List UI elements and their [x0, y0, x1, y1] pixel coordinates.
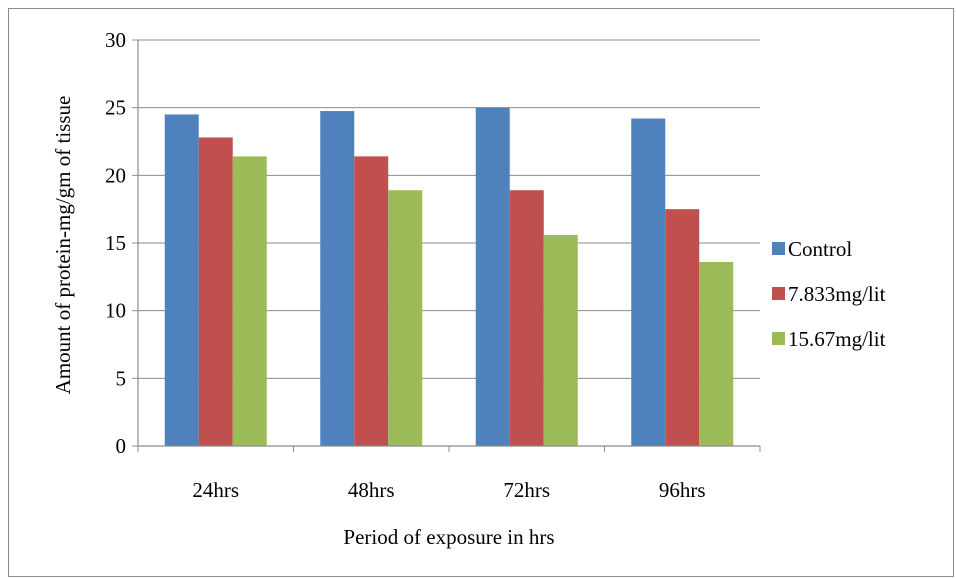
bar-control-24hrs: [164, 114, 199, 446]
bar-7-833mg-lit-96hrs: [665, 209, 700, 446]
legend: Control 7.833mg/lit 15.67mg/lit: [772, 237, 886, 351]
x-axis-ticks: 24hrs 48hrs 72hrs 96hrs: [137, 446, 761, 502]
bar-control-48hrs: [320, 111, 355, 447]
bars: [164, 107, 734, 447]
legend-label: 15.67mg/lit: [788, 327, 886, 351]
x-axis-title: Period of exposure in hrs: [343, 525, 554, 549]
y-tick-label: 5: [116, 366, 127, 390]
y-tick-label: 10: [105, 299, 126, 323]
y-tick-label: 0: [116, 434, 127, 458]
bar-control-72hrs: [475, 107, 510, 447]
bar-15-67mg-lit-24hrs: [232, 156, 267, 447]
bar-7-833mg-lit-24hrs: [198, 137, 233, 446]
legend-label: Control: [788, 237, 852, 261]
x-tick-label: 24hrs: [192, 478, 239, 502]
legend-label: 7.833mg/lit: [788, 282, 886, 306]
x-tick-label: 96hrs: [659, 478, 706, 502]
y-tick-label: 20: [105, 163, 126, 187]
bar-7-833mg-lit-48hrs: [354, 156, 389, 447]
bar-7-833mg-lit-72hrs: [509, 190, 544, 446]
legend-swatch: [772, 242, 785, 255]
y-axis-ticks: 0 5 10 15 20 25 30: [105, 28, 126, 458]
legend-swatch: [772, 332, 785, 345]
y-tick-label: 25: [105, 96, 126, 120]
bar-15-67mg-lit-96hrs: [699, 261, 734, 446]
y-axis-title: Amount of protein-mg/gm of tissue: [51, 96, 75, 395]
y-tick-label: 30: [105, 28, 126, 52]
x-tick-label: 72hrs: [503, 478, 550, 502]
bar-15-67mg-lit-48hrs: [388, 190, 423, 446]
bar-control-96hrs: [631, 118, 666, 446]
bar-15-67mg-lit-72hrs: [543, 234, 578, 446]
legend-swatch: [772, 287, 785, 300]
y-tick-label: 15: [105, 231, 126, 255]
x-tick-label: 48hrs: [348, 478, 395, 502]
